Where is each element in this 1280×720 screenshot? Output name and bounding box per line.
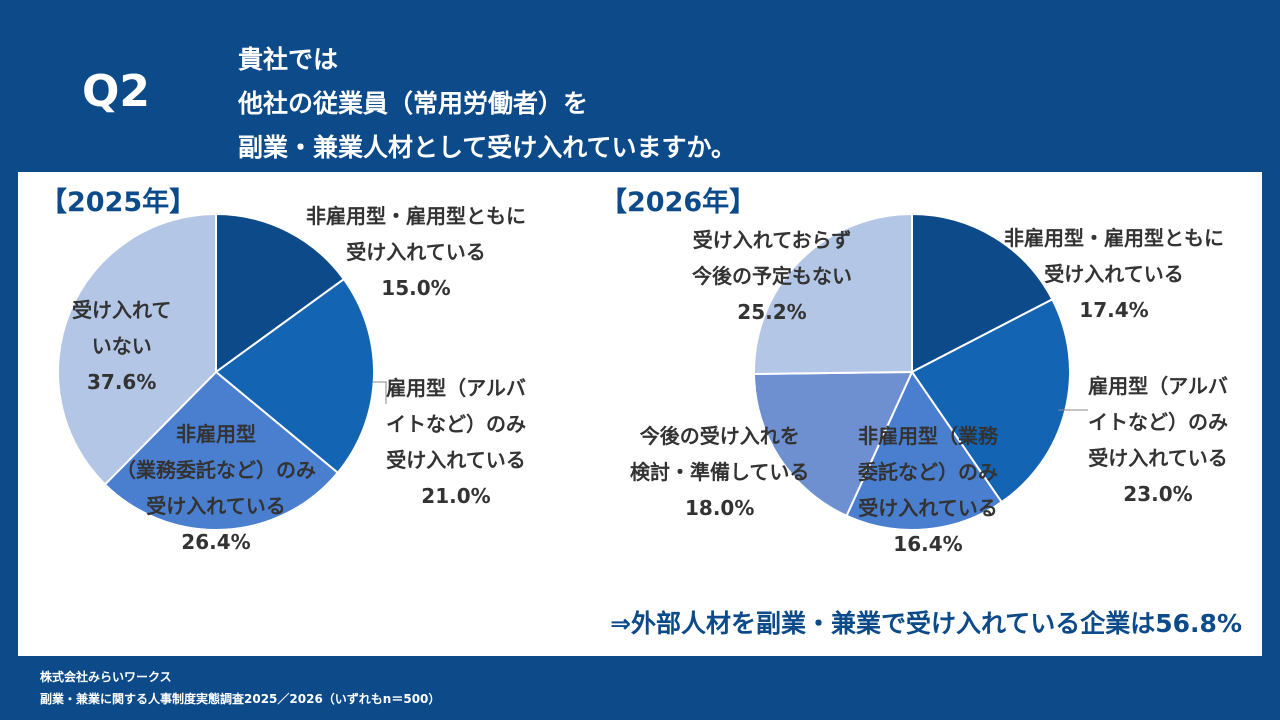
label-2025-non-employment: 非雇用型 （業務委託など）のみ 受け入れている 26.4% — [116, 422, 316, 554]
question-line: 他社の従業員（常用労働者）を — [238, 89, 589, 118]
pie-slice-2026-3 — [752, 370, 914, 518]
pie-slice-2025-3 — [57, 212, 217, 486]
pie-slice-2025-1 — [214, 277, 375, 475]
label-2025-both: 非雇用型・雇用型ともに 受け入れている 15.0% — [306, 204, 526, 300]
footer-company: 株式会社みらいワークス — [40, 670, 172, 684]
label-2026-employment: 雇用型（アルバ イトなど）のみ 受け入れている 23.0% — [1088, 374, 1228, 506]
leader-line-2025-employment — [373, 381, 387, 404]
label-2025-none: 受け入れて いない 37.6% — [72, 298, 172, 394]
footer-source: 副業・兼業に関する人事制度実態調査2025／2026（いずれもn＝500） — [40, 692, 441, 706]
label-2026-considering: 今後の受け入れを 検討・準備している 18.0% — [630, 424, 810, 520]
pie-slice-2026-2 — [845, 369, 1004, 531]
question-text: 貴社では 他社の従業員（常用労働者）を 副業・兼業人材として受け入れていますか。 — [238, 38, 736, 170]
chart-title-2025: 【2025年】 — [40, 187, 197, 218]
pie-slice-2025-0 — [215, 212, 346, 374]
pie-slice-2026-4 — [753, 212, 913, 375]
chart-title-2026: 【2026年】 — [600, 187, 757, 218]
label-2026-both: 非雇用型・雇用型ともに 受け入れている 17.4% — [1004, 226, 1224, 322]
question-line: 副業・兼業人材として受け入れていますか。 — [238, 133, 737, 162]
pie-slice-2026-0 — [911, 212, 1054, 374]
pie-slice-2025-2 — [103, 370, 340, 531]
label-2026-non-employment: 非雇用型（業務 委託など）のみ 受け入れている 16.4% — [858, 424, 998, 556]
label-2025-employment: 雇用型（アルバ イトなど）のみ 受け入れている 21.0% — [386, 376, 526, 508]
conclusion-text: ⇒外部人材を副業・兼業で受け入れている企業は56.8% — [610, 609, 1242, 638]
pie-charts-svg — [57, 212, 1088, 531]
chart-panel: 【2025年】 【2026年】 非雇用型・雇用型ともに 受け入れている 15.0… — [18, 172, 1262, 656]
question-number: Q2 — [82, 66, 151, 117]
question-line: 貴社では — [238, 45, 339, 74]
label-2026-none: 受け入れておらず 今後の予定もない 25.2% — [692, 228, 852, 324]
